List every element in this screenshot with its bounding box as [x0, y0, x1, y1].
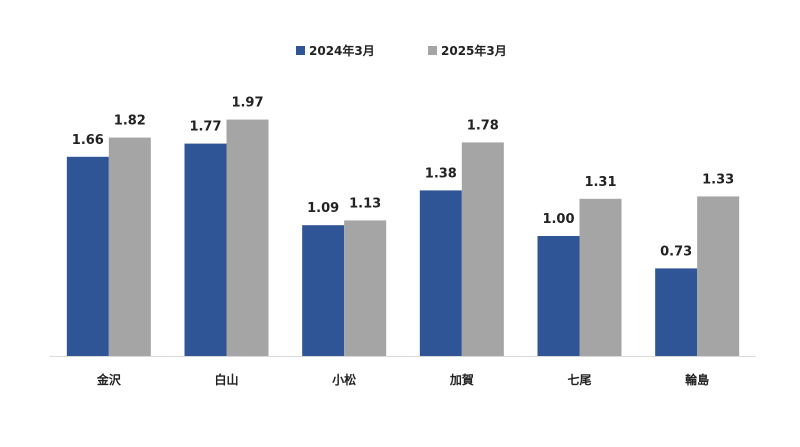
category-label-0: 金沢: [96, 372, 122, 387]
bar-1-1: [226, 119, 269, 356]
data-label-1-2: 1.13: [349, 196, 381, 211]
category-label-2: 小松: [332, 372, 356, 387]
bar-0-4: [537, 236, 580, 356]
data-labels-group: 1.66 1.82 1.77 1.97 1.09 1.13 1.38 1.78 1.00 1.31…: [72, 96, 734, 260]
data-label-1-3: 1.78: [467, 118, 499, 133]
data-label-0-5: 0.73: [660, 244, 692, 259]
category-label-1: 白山: [214, 372, 238, 387]
bar-0-0: [66, 156, 109, 356]
bar-0-3: [419, 190, 462, 356]
bar-1-3: [461, 142, 504, 356]
legend-label-1: 2025年3月: [441, 43, 507, 58]
data-label-0-1: 1.77: [189, 120, 221, 135]
bar-0-1: [184, 143, 227, 356]
bar-1-5: [697, 196, 740, 356]
bar-0-5: [655, 268, 698, 356]
bar-1-4: [579, 198, 622, 356]
legend-label-0: 2024年3月: [309, 43, 375, 58]
category-labels-group: 金沢 白山 小松 加賀 七尾 輪島: [96, 372, 709, 387]
legend: 2024年3月 2025年3月: [296, 43, 507, 58]
category-label-5: 輪島: [685, 372, 709, 387]
bar-0-2: [302, 225, 345, 356]
data-label-1-5: 1.33: [702, 172, 734, 187]
data-label-0-3: 1.38: [425, 166, 457, 181]
category-label-3: 加賀: [449, 372, 474, 387]
bars-group: [66, 119, 740, 356]
data-label-1-1: 1.97: [231, 96, 263, 111]
data-label-1-0: 1.82: [114, 114, 146, 129]
data-label-0-4: 1.00: [542, 212, 574, 227]
data-label-0-2: 1.09: [307, 201, 339, 216]
bar-1-0: [108, 137, 151, 356]
legend-swatch-1: [428, 46, 437, 55]
data-label-1-4: 1.31: [584, 175, 616, 190]
category-label-4: 七尾: [567, 373, 591, 387]
legend-swatch-0: [296, 46, 305, 55]
data-label-0-0: 1.66: [72, 133, 104, 148]
bar-1-2: [344, 220, 387, 356]
